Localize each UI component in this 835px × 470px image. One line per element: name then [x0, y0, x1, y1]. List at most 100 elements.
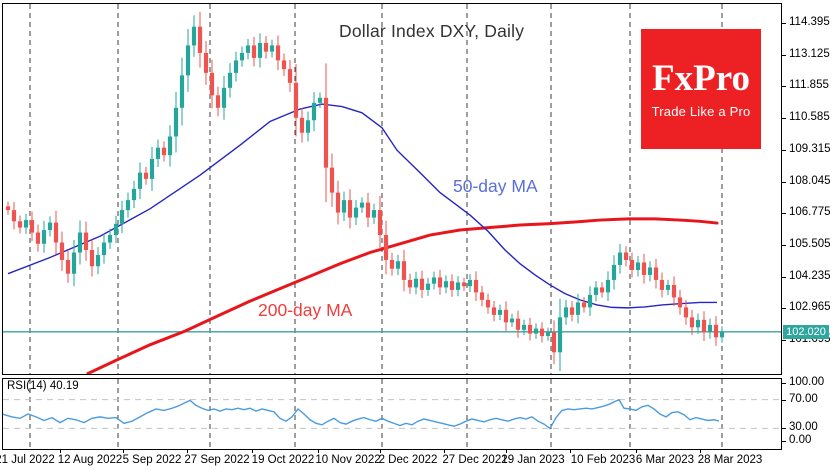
candle-down	[653, 267, 659, 280]
price-label: 114.395	[789, 16, 830, 28]
candle-up	[233, 60, 239, 73]
price-tick	[781, 213, 786, 214]
candle-up	[239, 52, 245, 61]
candle-up	[77, 232, 83, 253]
candle-up	[521, 324, 527, 330]
candle-up	[443, 281, 449, 288]
candle-down	[623, 252, 629, 260]
date-label: 19 Jan 2023	[501, 454, 565, 466]
candle-down	[527, 324, 533, 334]
time-axis[interactable]: 21 Jul 2022 12 Aug 2022 5 Sep 2022 27 Sep 2…	[0, 450, 782, 470]
candle-down	[17, 221, 23, 228]
price-tick	[781, 182, 786, 183]
candle-down	[203, 52, 209, 73]
candle-up	[221, 87, 227, 108]
candle-down	[713, 324, 719, 338]
time-tick	[380, 450, 381, 453]
time-tick	[570, 450, 571, 453]
rsi-line	[3, 398, 720, 430]
time-tick	[60, 450, 61, 453]
price-tick	[781, 245, 786, 246]
rsi-value: 40.19	[49, 380, 79, 392]
candle-up	[719, 331, 725, 338]
candle-down	[641, 262, 647, 275]
rsi-label: 30.00	[789, 421, 818, 433]
candle-down	[581, 302, 587, 308]
candle-down	[677, 297, 683, 308]
candle-up	[617, 252, 623, 265]
candlestick-canvas[interactable]	[3, 4, 781, 374]
candle-down	[491, 307, 497, 315]
candle-up	[23, 220, 29, 228]
price-chart-panel[interactable]: Dollar Index DXY, Daily 50-day MA 200-da…	[2, 3, 782, 375]
rsi-label: 100.00	[789, 376, 825, 388]
candle-down	[35, 232, 41, 244]
candle-down	[59, 242, 65, 260]
ma50-label: 50-day MA	[453, 176, 538, 196]
candle-up	[257, 42, 263, 58]
candle-up	[587, 294, 593, 308]
candle-down	[65, 259, 71, 274]
candle-up	[71, 252, 77, 274]
candle-down	[539, 328, 545, 337]
candle-down	[299, 117, 305, 133]
candle-down	[437, 277, 443, 288]
candle-down	[407, 279, 413, 288]
candle-down	[89, 250, 95, 267]
candle-down	[29, 220, 35, 233]
price-axis[interactable]: 114.395 113.125 111.855 110.585 109.315 108.0…	[781, 0, 835, 470]
candle-up	[137, 172, 143, 189]
rsi-label: 70.00	[789, 393, 818, 405]
price-tick	[781, 277, 786, 278]
candle-up	[119, 210, 125, 224]
ma50-line	[7, 103, 717, 309]
candle-up	[245, 45, 251, 53]
price-tick	[781, 55, 786, 56]
candle-up	[593, 287, 599, 295]
candle-up	[155, 147, 161, 159]
price-tick	[781, 340, 786, 341]
candle-down	[143, 172, 149, 179]
rsi-indicator-label: RSI(14) 40.19	[7, 380, 79, 392]
candle-down	[263, 42, 269, 52]
candle-down	[293, 82, 299, 118]
candle-down	[83, 232, 89, 251]
rsi-canvas[interactable]	[3, 379, 781, 449]
candle-up	[611, 264, 617, 280]
candle-up	[359, 202, 365, 208]
rsi-tick	[781, 383, 786, 384]
date-label: 10 Feb 2023	[570, 454, 636, 466]
price-tick	[781, 118, 786, 119]
candle-down	[215, 95, 221, 108]
candle-down	[197, 26, 203, 53]
candle-up	[557, 317, 563, 353]
candle-down	[503, 309, 509, 323]
candle-up	[95, 254, 101, 267]
candle-up	[467, 279, 473, 287]
candle-up	[107, 235, 113, 243]
date-label: 6 Mar 2023	[635, 454, 695, 466]
candle-up	[173, 107, 179, 137]
date-label: 27 Dec 2022	[442, 454, 508, 466]
time-tick	[506, 450, 507, 453]
candle-down	[551, 332, 557, 353]
candle-down	[377, 210, 383, 236]
price-tick	[781, 150, 786, 151]
candle-down	[329, 167, 335, 193]
date-label: 21 Jul 2022	[0, 454, 55, 466]
fxpro-tagline: Trade Like a Pro	[651, 103, 751, 119]
candle-down	[479, 292, 485, 300]
date-label: 19 Oct 2022	[251, 454, 315, 466]
ma200-label: 200-day MA	[258, 300, 353, 320]
candle-up	[191, 26, 197, 46]
time-tick	[123, 450, 124, 453]
candle-down	[401, 261, 407, 280]
candle-up	[167, 136, 173, 156]
candle-up	[665, 284, 671, 290]
candle-down	[53, 222, 59, 243]
rsi-panel[interactable]: RSI(14) 40.19	[2, 378, 782, 450]
date-label: 10 Nov 2022	[315, 454, 381, 466]
price-tick	[781, 308, 786, 309]
candle-down	[461, 282, 467, 287]
